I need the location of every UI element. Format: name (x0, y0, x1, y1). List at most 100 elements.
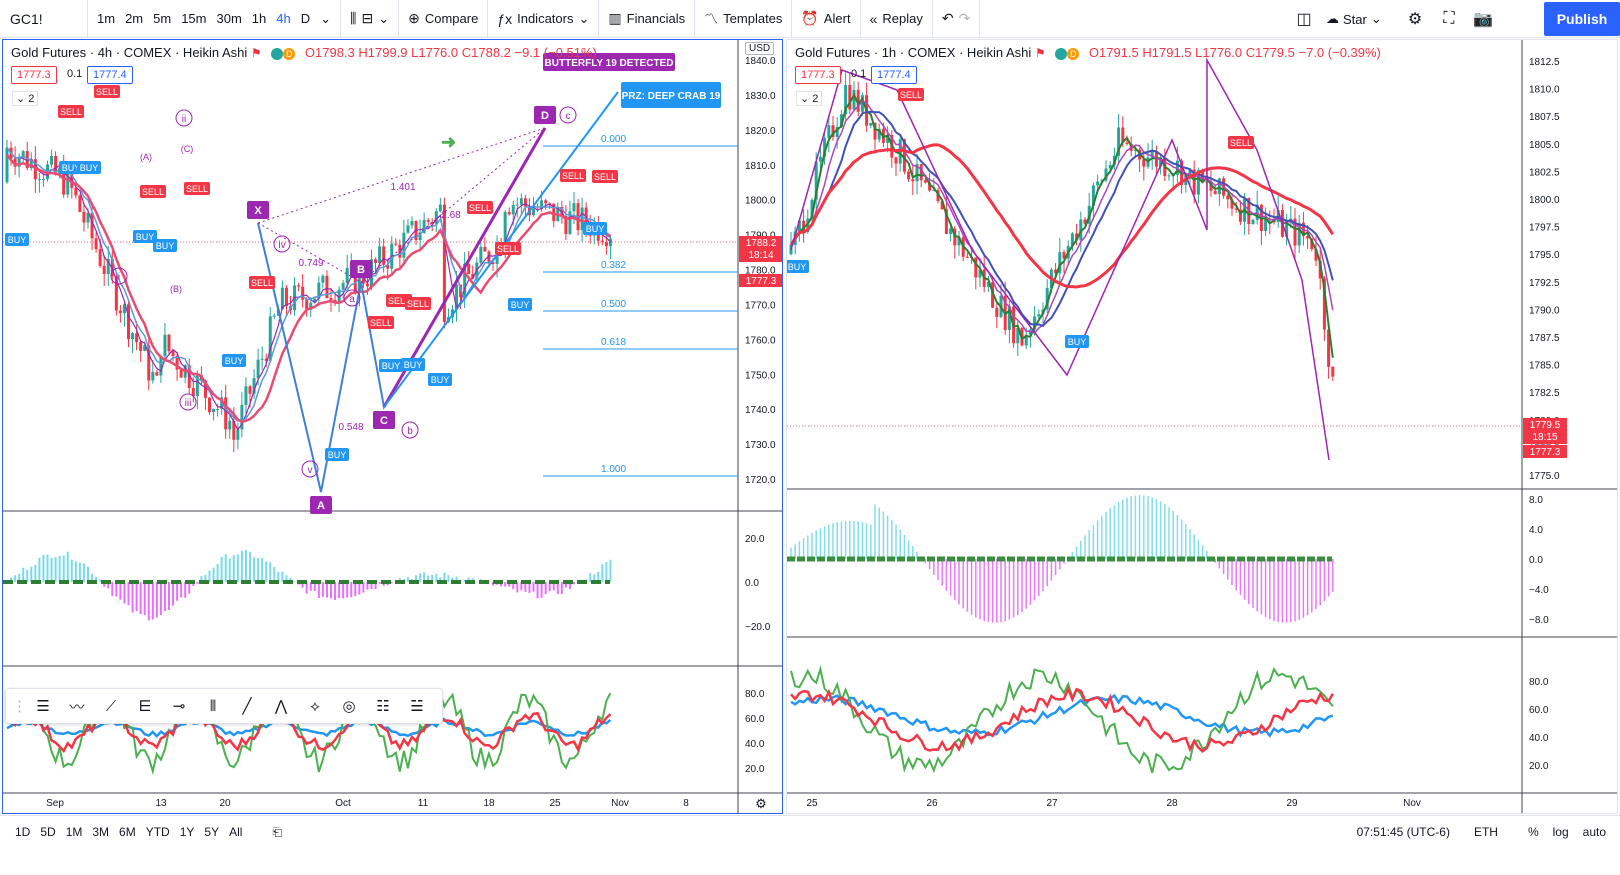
right-chart-pane[interactable]: 1812.5 1810.0 1807.5 1805.0 1802.5 1800.0 1797… (786, 39, 1618, 814)
camera-icon[interactable]: 📷 (1473, 11, 1493, 28)
fullscreen-icon[interactable]: ⛶ (1443, 10, 1455, 27)
price-tag-bid: 1777.3 (746, 276, 777, 287)
layout-icon[interactable]: ◫ (1296, 11, 1312, 28)
elliott-wave-icon[interactable]: ⋀ (274, 698, 288, 715)
moving-average-line (790, 99, 1334, 334)
candle-body (806, 218, 810, 233)
tf-15m[interactable]: 15m (181, 10, 207, 26)
price-tick-label: 1780.0 (745, 266, 776, 277)
sell-signal-box (467, 201, 493, 214)
goto-date-icon[interactable]: ⎗ (272, 825, 283, 839)
flag-icon[interactable]: ⚑ (250, 46, 262, 60)
range-5y[interactable]: 5Y (204, 825, 220, 839)
sell-signal: SELL (186, 184, 208, 194)
buy-price-chip[interactable]: 1777.4 (87, 66, 133, 84)
clock-time[interactable]: 07:51:45 (UTC-6) (1356, 825, 1450, 839)
candle-body (572, 203, 576, 212)
range-ytd[interactable]: YTD (145, 825, 170, 839)
chart-type-button[interactable]: ⫼ ⊟ ⌄ (341, 0, 400, 38)
range-all[interactable]: All (229, 825, 243, 839)
range-1d[interactable]: 1D (15, 825, 31, 839)
candle-body (814, 161, 818, 200)
left-chart-pane[interactable]: 1840.01830.01820.01810.01800.01790.01780… (2, 39, 783, 814)
templates-button[interactable]: 〽 Templates (695, 0, 793, 38)
sell-signal: SELL (142, 187, 164, 197)
indicators-button[interactable]: ƒx Indicators ⌄ (488, 0, 600, 38)
trend-line-icon[interactable]: ⟋ (105, 697, 117, 715)
buy-signal-box (133, 230, 157, 243)
range-1m[interactable]: 1M (65, 825, 83, 839)
buy-price-chip[interactable]: 1777.4 (871, 66, 917, 84)
horizontal-line-icon[interactable]: ⊸ (172, 698, 186, 715)
right-symbol-title[interactable]: Gold Futures · 1h · COMEX · Heikin Ashi (795, 45, 1032, 60)
symbol-search[interactable]: GC1! (0, 0, 88, 38)
alert-button[interactable]: ⏰ Alert (792, 0, 861, 38)
publish-button[interactable]: Publish (1544, 2, 1620, 36)
object-tree-icon[interactable]: ☱ (410, 698, 424, 715)
fib-fan-icon[interactable]: ⋿ (138, 698, 152, 715)
candle-body (479, 246, 483, 263)
indicator-collapse-button[interactable]: ⌄ 2 (796, 91, 823, 106)
range-1y[interactable]: 1Y (179, 825, 195, 839)
session-button[interactable]: ETH (1473, 825, 1498, 839)
financials-label: Financials (626, 11, 686, 26)
rsi-tick-label: 40.0 (1529, 733, 1549, 744)
currency-button[interactable]: USD (745, 42, 775, 55)
right-chart-canvas[interactable]: 1812.5 1810.0 1807.5 1805.0 1802.5 1800.0 1797… (787, 40, 1618, 814)
candle-body (519, 198, 523, 205)
xabcd-icon[interactable]: ⟡ (310, 697, 320, 715)
date-tick-label: 8 (683, 798, 689, 809)
tf-4h[interactable]: 4h (276, 10, 291, 26)
sell-price-chip[interactable]: 1777.3 (795, 66, 841, 84)
tf-1h[interactable]: 1h (251, 10, 267, 26)
auto-toggle[interactable]: auto (1582, 825, 1606, 839)
financials-button[interactable]: ▥ Financials (599, 0, 696, 38)
candle-body (25, 151, 29, 169)
log-toggle[interactable]: log (1552, 825, 1569, 839)
ratio-label: 0.548 (338, 422, 363, 433)
fib-spiral-icon[interactable]: ◎ (342, 698, 356, 715)
pitchfork-icon[interactable]: ⫴ (209, 697, 217, 715)
xabcd-point-marker (247, 201, 269, 219)
date-tick-label: 18 (483, 798, 495, 809)
redo-icon[interactable]: ↷ (958, 10, 971, 26)
sell-signal-box (405, 297, 431, 310)
gear-icon[interactable]: ⚙ (1407, 11, 1423, 28)
pattern-icon[interactable]: 〰 (69, 698, 85, 716)
tf-1m[interactable]: 1m (97, 10, 116, 26)
ray-icon[interactable]: ╱ (242, 698, 252, 715)
tf-d[interactable]: D (300, 10, 311, 26)
range-6m[interactable]: 6M (119, 825, 136, 839)
osc-tick-label: 8.0 (1529, 495, 1543, 506)
sell-price-chip[interactable]: 1777.3 (11, 66, 57, 84)
percent-toggle[interactable]: % (1527, 825, 1539, 839)
left-symbol-title[interactable]: Gold Futures · 4h · COMEX · Heikin Ashi (11, 45, 248, 60)
price-tick-label: 1790.0 (1529, 305, 1560, 316)
replay-button[interactable]: « Replay (861, 0, 933, 38)
compare-button[interactable]: ⊕ Compare (399, 0, 489, 38)
chevron-down-icon[interactable]: ⌄ (320, 10, 332, 26)
chevron-down-icon: ⌄ (16, 93, 26, 105)
settings-sliders-icon[interactable]: ☷ (376, 698, 390, 715)
buy-signal: BUY (136, 232, 155, 242)
tf-2m[interactable]: 2m (125, 10, 144, 26)
indicator-collapse-button[interactable]: ⌄ 2 (12, 91, 39, 106)
left-legend: Gold Futures · 4h · COMEX · Heikin Ashi … (11, 45, 597, 60)
tf-5m[interactable]: 5m (153, 10, 172, 26)
drag-handle-icon[interactable]: ⋮ (12, 698, 27, 715)
candle-body (894, 157, 898, 164)
range-5d[interactable]: 5D (40, 825, 56, 839)
buy-signal-box (583, 222, 607, 235)
flag-icon[interactable]: ⚑ (1034, 46, 1046, 60)
range-3m[interactable]: 3M (92, 825, 110, 839)
left-chart-canvas[interactable]: 1840.01830.01820.01810.01800.01790.01780… (3, 40, 783, 814)
star-button[interactable]: ☁ Star ⌄ (1318, 11, 1398, 27)
fib-retracement-icon[interactable]: ☰ (36, 698, 50, 715)
candle-body (70, 168, 74, 188)
buy-signal: BUY (382, 361, 401, 371)
date-tick-label: Nov (611, 798, 629, 809)
undo-icon[interactable]: ↶ (941, 10, 954, 26)
candle-body (1091, 185, 1095, 206)
osc-tick-label: 4.0 (1529, 525, 1543, 536)
tf-30m[interactable]: 30m (216, 10, 242, 26)
